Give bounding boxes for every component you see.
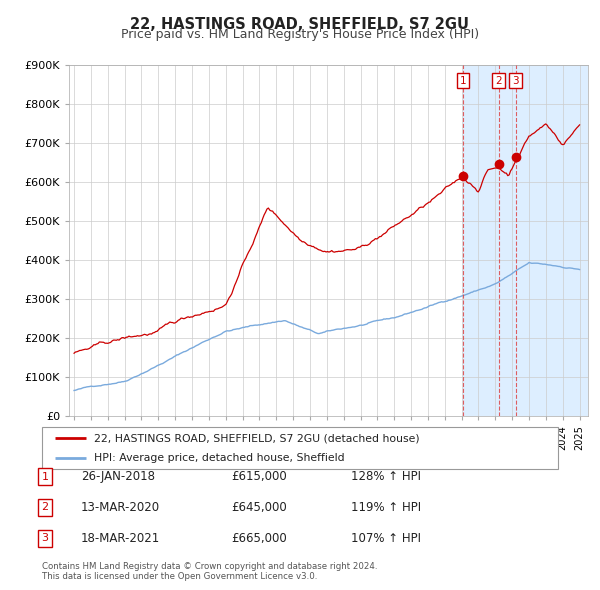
Text: £645,000: £645,000 (231, 501, 287, 514)
Text: 2: 2 (496, 76, 502, 86)
Text: HPI: Average price, detached house, Sheffield: HPI: Average price, detached house, Shef… (94, 453, 344, 463)
Bar (463, 65, 593, 416)
FancyBboxPatch shape (42, 427, 558, 469)
Text: 3: 3 (512, 76, 519, 86)
Text: 22, HASTINGS ROAD, SHEFFIELD, S7 2GU (detached house): 22, HASTINGS ROAD, SHEFFIELD, S7 2GU (de… (94, 433, 419, 443)
Text: 18-MAR-2021: 18-MAR-2021 (81, 532, 160, 545)
Text: 3: 3 (41, 533, 49, 543)
Text: 2: 2 (41, 503, 49, 512)
Text: 128% ↑ HPI: 128% ↑ HPI (351, 470, 421, 483)
Text: Contains HM Land Registry data © Crown copyright and database right 2024.: Contains HM Land Registry data © Crown c… (42, 562, 377, 571)
Text: 13-MAR-2020: 13-MAR-2020 (81, 501, 160, 514)
Text: 107% ↑ HPI: 107% ↑ HPI (351, 532, 421, 545)
Text: £665,000: £665,000 (231, 532, 287, 545)
Text: This data is licensed under the Open Government Licence v3.0.: This data is licensed under the Open Gov… (42, 572, 317, 581)
Text: 119% ↑ HPI: 119% ↑ HPI (351, 501, 421, 514)
Text: Price paid vs. HM Land Registry's House Price Index (HPI): Price paid vs. HM Land Registry's House … (121, 28, 479, 41)
Text: 1: 1 (460, 76, 466, 86)
Text: £615,000: £615,000 (231, 470, 287, 483)
Text: 22, HASTINGS ROAD, SHEFFIELD, S7 2GU: 22, HASTINGS ROAD, SHEFFIELD, S7 2GU (131, 17, 470, 31)
Text: 26-JAN-2018: 26-JAN-2018 (81, 470, 155, 483)
Text: 1: 1 (41, 472, 49, 481)
